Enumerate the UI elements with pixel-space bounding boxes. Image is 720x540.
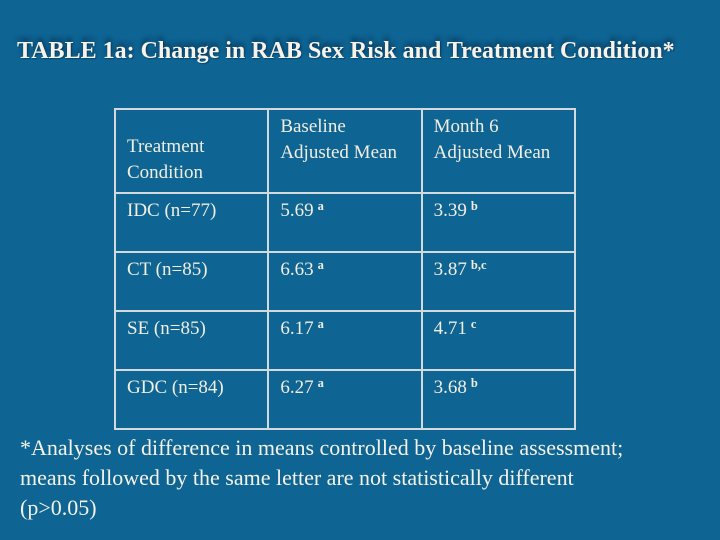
mean-value: 6.17: [280, 318, 314, 339]
header-line: Treatment: [127, 136, 205, 157]
month6-mean-cell: 3.39 b: [420, 192, 577, 253]
header-treatment-condition: Treatment Condition: [113, 108, 270, 194]
baseline-mean-cell: 5.69 a: [267, 192, 423, 253]
footnote-line: *Analyses of difference in means control…: [20, 435, 624, 460]
table-row-idc: IDC (n=77) 5.69 a 3.39 b: [113, 192, 577, 253]
mean-value: 6.27: [280, 377, 314, 398]
month6-mean-cell: 3.87 b,c: [420, 251, 577, 312]
table-row-ct: CT (n=85) 6.63 a 3.87 b,c: [113, 251, 577, 312]
condition-label: IDC (n=77): [127, 200, 217, 221]
condition-cell: CT (n=85): [113, 251, 270, 312]
header-baseline-adjusted-mean: Baseline Adjusted Mean: [267, 108, 423, 194]
significance-superscript: b: [470, 375, 478, 390]
header-line: Baseline: [280, 116, 346, 137]
footnote: *Analyses of difference in means control…: [20, 433, 623, 523]
table-row-se: SE (n=85) 6.17 a 4.71 c: [113, 310, 577, 371]
footnote-line: (p>0.05): [20, 495, 97, 520]
significance-superscript: b,c: [470, 257, 487, 272]
significance-superscript: b: [470, 198, 478, 213]
mean-value: 4.71: [433, 318, 467, 339]
header-line: Month 6: [433, 116, 499, 137]
month6-mean-cell: 3.68 b: [420, 369, 577, 430]
baseline-mean-cell: 6.27 a: [267, 369, 423, 430]
significance-superscript: a: [317, 375, 324, 390]
condition-cell: SE (n=85): [113, 310, 270, 371]
baseline-mean-cell: 6.63 a: [267, 251, 423, 312]
footnote-line: means followed by the same letter are no…: [20, 465, 574, 490]
results-table: Treatment Condition Baseline Adjusted Me…: [113, 108, 577, 430]
condition-label: GDC (n=84): [127, 377, 224, 398]
baseline-mean-cell: 6.17 a: [267, 310, 423, 371]
condition-label: CT (n=85): [127, 259, 208, 280]
condition-cell: GDC (n=84): [113, 369, 270, 430]
slide-title: TABLE 1a: Change in RAB Sex Risk and Tre…: [17, 38, 675, 64]
header-month6-adjusted-mean: Month 6 Adjusted Mean: [420, 108, 577, 194]
header-line: Adjusted Mean: [433, 142, 551, 163]
mean-value: 3.68: [433, 377, 467, 398]
header-line: Adjusted Mean: [280, 142, 397, 163]
significance-superscript: a: [317, 316, 324, 331]
table-header-row: Treatment Condition Baseline Adjusted Me…: [113, 108, 577, 194]
table-row-gdc: GDC (n=84) 6.27 a 3.68 b: [113, 369, 577, 430]
significance-superscript: a: [317, 257, 324, 272]
condition-label: SE (n=85): [127, 318, 206, 339]
mean-value: 5.69: [280, 200, 314, 221]
condition-cell: IDC (n=77): [113, 192, 270, 253]
significance-superscript: c: [470, 316, 477, 331]
mean-value: 3.87: [433, 259, 467, 280]
header-line: Condition: [127, 162, 204, 183]
mean-value: 3.39: [433, 200, 467, 221]
mean-value: 6.63: [280, 259, 314, 280]
month6-mean-cell: 4.71 c: [420, 310, 577, 371]
significance-superscript: a: [317, 198, 324, 213]
